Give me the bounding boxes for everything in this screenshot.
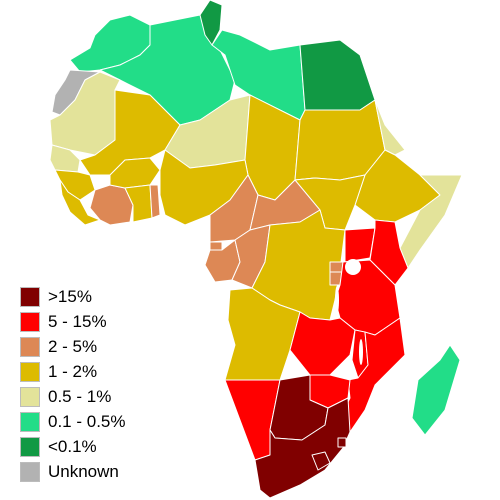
legend-item: <0.1% [20, 434, 180, 459]
legend-swatch [20, 411, 40, 432]
region-equatorial-guinea [209, 241, 223, 251]
legend-label: >15% [48, 286, 92, 306]
legend-label: <0.1% [48, 436, 97, 456]
region-lesotho [311, 451, 331, 471]
region-tunisia [199, 0, 223, 46]
legend-item: >15% [20, 284, 180, 309]
legend-item: Unknown [20, 459, 180, 484]
legend-item: 5 - 15% [20, 309, 180, 334]
lake-malawi-shape [359, 339, 363, 365]
legend-item: 2 - 5% [20, 334, 180, 359]
legend-swatch [20, 361, 40, 382]
region-ghana [124, 184, 153, 223]
legend-label: 1 - 2% [48, 361, 98, 381]
legend-swatch [20, 311, 40, 332]
legend-label: 2 - 5% [48, 336, 98, 356]
region-zambia [289, 311, 356, 376]
legend-item: 0.5 - 1% [20, 384, 180, 409]
lake-tanganyika-shape [335, 286, 339, 314]
region-eswatini [337, 437, 347, 448]
legend-label: Unknown [48, 461, 119, 481]
region-eritrea [374, 99, 406, 156]
legend-item: 1 - 2% [20, 359, 180, 384]
legend-swatch [20, 386, 40, 407]
legend: >15% 5 - 15% 2 - 5% 1 - 2% 0.5 - 1% 0.1 … [20, 284, 180, 484]
legend-label: 0.1 - 0.5% [48, 411, 126, 431]
region-togo [149, 184, 161, 219]
legend-swatch [20, 286, 40, 307]
region-rwanda [329, 261, 344, 273]
legend-swatch [20, 461, 40, 482]
region-burkina-faso [109, 157, 161, 189]
region-south-africa [254, 397, 351, 499]
legend-swatch [20, 436, 40, 457]
legend-label: 5 - 15% [48, 311, 107, 331]
region-kenya [369, 219, 409, 286]
region-madagascar [411, 344, 461, 436]
legend-item: 0.1 - 0.5% [20, 409, 180, 434]
legend-label: 0.5 - 1% [48, 386, 112, 406]
legend-swatch [20, 336, 40, 357]
lake-victoria-shape [345, 259, 361, 275]
region-egypt [299, 39, 376, 111]
